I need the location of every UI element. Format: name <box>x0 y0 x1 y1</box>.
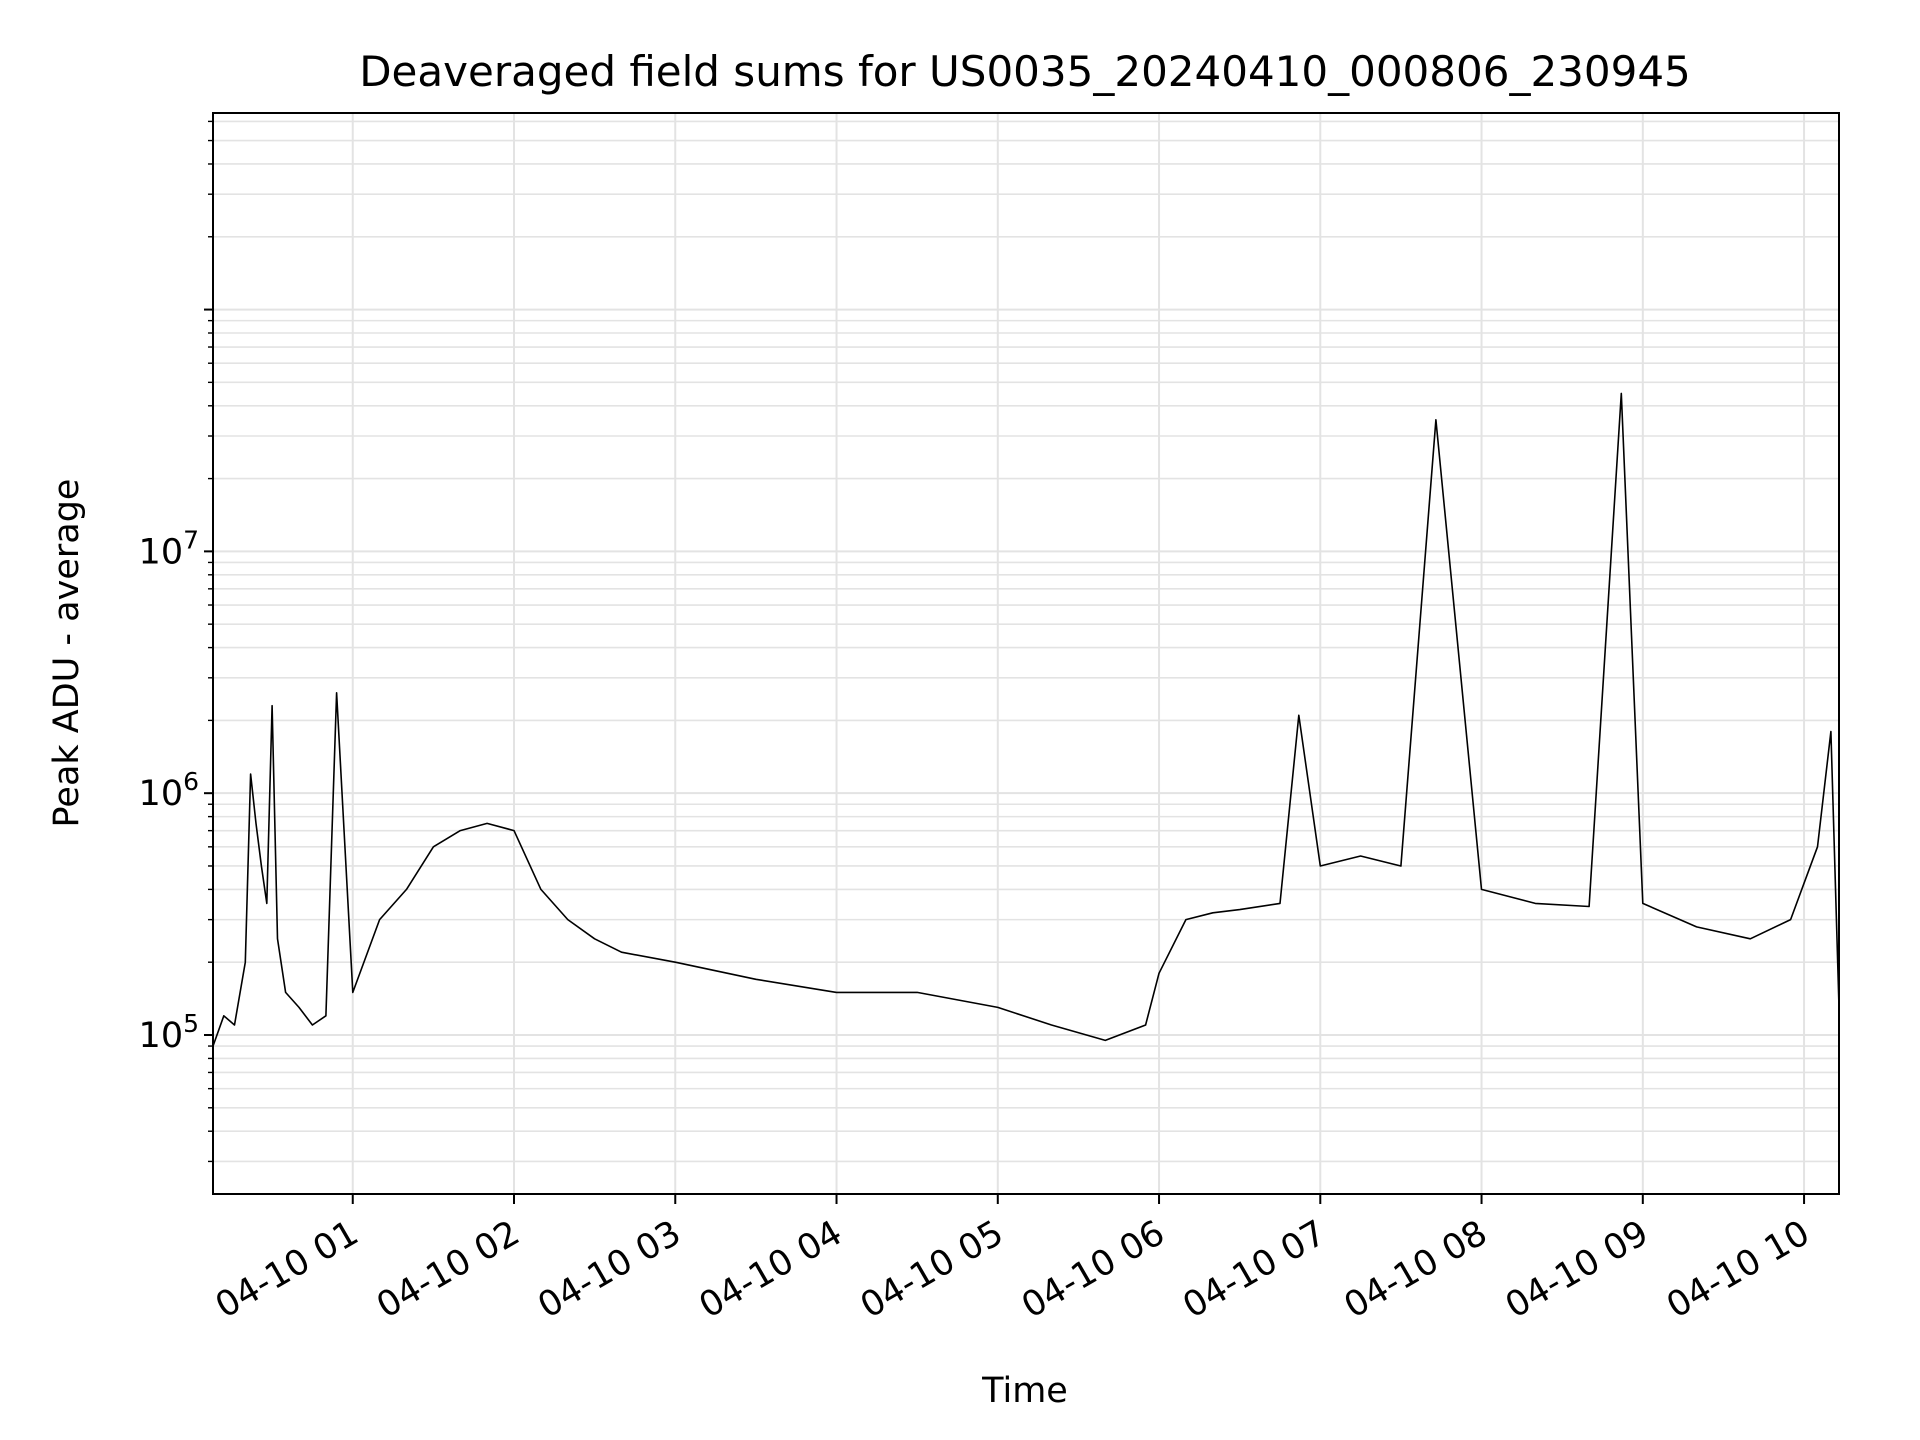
series-line <box>212 392 1840 1047</box>
y-axis-label: Peak ADU - average <box>47 479 87 828</box>
y-tick-label-base: 10 <box>139 1016 184 1056</box>
y-tick-label-base: 10 <box>139 774 184 814</box>
plot-frame <box>212 112 1840 1195</box>
y-tick-label: 106 <box>139 767 199 814</box>
grid <box>213 113 1839 1194</box>
y-tick-label: 105 <box>139 1009 199 1056</box>
x-axis-label: Time <box>981 1371 1068 1411</box>
y-tick-label-exponent: 7 <box>183 525 199 554</box>
y-tick-label-base: 10 <box>139 532 184 572</box>
y-tick-label-exponent: 6 <box>183 767 199 796</box>
y-tick-label-exponent: 5 <box>183 1009 199 1038</box>
chart-title: Deaveraged field sums for US0035_2024041… <box>359 47 1691 96</box>
y-tick-label: 107 <box>139 525 199 572</box>
series-layer <box>212 392 1840 1047</box>
